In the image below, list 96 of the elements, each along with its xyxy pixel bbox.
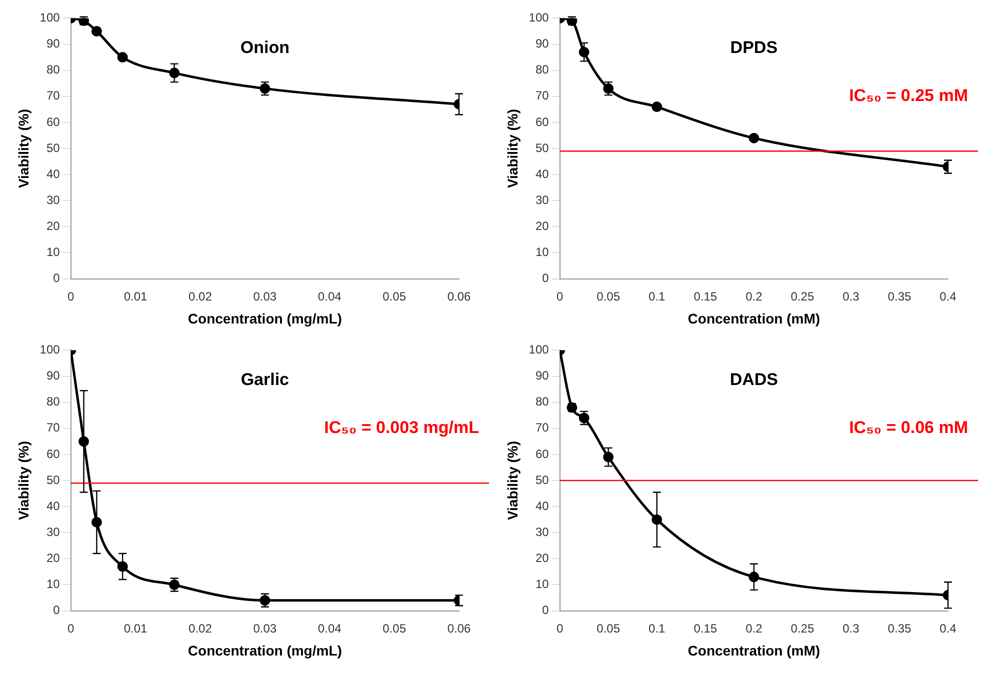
y-tick-label: 80: [535, 62, 550, 77]
x-axis-title: Concentration (mM): [688, 642, 820, 658]
y-tick-label: 30: [46, 192, 60, 207]
x-tick-label: 0.2: [746, 289, 763, 304]
x-tick-label: 0.05: [382, 621, 406, 636]
y-tick-label: 90: [46, 368, 60, 383]
x-tick-label: 0.15: [694, 621, 718, 636]
x-tick-label: 0: [556, 289, 564, 304]
x-axis-title: Concentration (mg/mL): [188, 642, 342, 658]
x-axis-title: Concentration (mg/mL): [188, 310, 342, 326]
y-tick-label: 100: [528, 342, 550, 357]
y-tick-label: 10: [46, 577, 60, 592]
annotation: IC₅₀ = 0.003 mg/mL: [324, 418, 479, 438]
y-tick-label: 90: [535, 368, 550, 383]
x-axis-title: Concentration (mM): [688, 310, 820, 326]
x-tick-label: 0.3: [842, 289, 860, 304]
x-tick-label: 0: [67, 289, 74, 304]
point: [578, 46, 590, 58]
x-tick-label: 0.4: [940, 621, 957, 636]
x-tick-label: 0.06: [447, 289, 471, 304]
y-tick-label: 100: [528, 10, 550, 25]
y-tick-label: 50: [46, 140, 60, 155]
y-tick-label: 20: [46, 218, 60, 233]
x-tick-label: 0.04: [318, 289, 342, 304]
y-tick-label: 20: [535, 218, 550, 233]
x-tick-label: 0.3: [842, 621, 860, 636]
y-tick-label: 90: [535, 36, 550, 51]
y-tick-label: 0: [542, 271, 550, 286]
text: Onion: [240, 38, 290, 57]
point: [748, 572, 760, 582]
x-tick-label: 0.02: [188, 621, 212, 636]
point: [91, 26, 102, 36]
y-axis-title: Viability (%): [504, 440, 520, 520]
annotation: IC₅₀ = 0.06 mM: [849, 418, 968, 438]
y-tick-label: 100: [40, 342, 60, 357]
y-tick-label: 40: [46, 498, 60, 513]
y-tick-label: 10: [535, 245, 550, 260]
y-tick-label: 60: [535, 114, 550, 129]
y-tick-label: 40: [535, 498, 550, 513]
y-tick-label: 40: [46, 166, 60, 181]
y-tick-label: 60: [46, 114, 60, 129]
x-tick-label: 0.1: [648, 621, 666, 636]
y-tick-label: 20: [535, 550, 550, 565]
x-tick-label: 0.03: [253, 289, 277, 304]
y-tick-label: 70: [535, 420, 550, 435]
text: DPDS: [730, 38, 778, 57]
y-axis-title: Viability (%): [15, 108, 32, 188]
x-tick-label: 0.03: [253, 621, 277, 636]
y-tick-label: 50: [535, 472, 550, 487]
y-tick-label: 30: [535, 192, 550, 207]
y-axis-title: Viability (%): [504, 108, 520, 188]
x-tick-label: 0.05: [596, 289, 620, 304]
y-tick-label: 30: [535, 524, 550, 539]
text: DADS: [730, 370, 778, 389]
y-tick-label: 70: [535, 88, 550, 103]
y-tick-label: 60: [535, 446, 550, 461]
x-tick-label: 0.01: [124, 621, 148, 636]
y-tick-label: 100: [40, 10, 60, 25]
x-tick-label: 0.05: [382, 289, 406, 304]
text: Garlic: [240, 370, 290, 389]
x-tick-label: 0.01: [124, 289, 148, 304]
x-tick-label: 0.1: [648, 289, 666, 304]
y-tick-label: 50: [46, 472, 60, 487]
y-tick-label: 80: [535, 394, 550, 409]
y-tick-label: 0: [53, 603, 60, 618]
point: [117, 561, 128, 572]
y-tick-label: 20: [46, 550, 60, 565]
y-tick-label: 0: [542, 603, 550, 618]
y-tick-label: 90: [46, 36, 60, 51]
y-axis-title: Viability (%): [15, 440, 32, 520]
y-tick-label: 70: [46, 420, 60, 435]
annotation: IC₅₀ = 0.25 mM: [849, 86, 968, 106]
y-tick-label: 50: [535, 140, 550, 155]
y-tick-label: 10: [46, 245, 60, 260]
y-tick-label: 60: [46, 446, 60, 461]
y-tick-label: 40: [535, 166, 550, 181]
x-tick-label: 0.4: [940, 289, 957, 304]
x-tick-label: 0: [556, 621, 564, 636]
y-tick-label: 0: [53, 271, 60, 286]
x-tick-label: 0.06: [447, 621, 471, 636]
x-tick-label: 0.35: [888, 621, 912, 636]
y-tick-label: 10: [535, 577, 550, 592]
x-tick-label: 0.35: [888, 289, 912, 304]
y-tick-label: 80: [46, 62, 60, 77]
x-tick-label: 0.25: [790, 289, 814, 304]
x-tick-label: 0.25: [790, 621, 814, 636]
y-tick-label: 30: [46, 524, 60, 539]
y-tick-label: 80: [46, 394, 60, 409]
point: [652, 514, 662, 525]
x-tick-label: 0.05: [596, 621, 620, 636]
x-tick-label: 0.04: [318, 621, 342, 636]
x-tick-label: 0.2: [746, 621, 763, 636]
x-tick-label: 0.02: [188, 289, 212, 304]
y-tick-label: 70: [46, 88, 60, 103]
x-tick-label: 0: [67, 621, 74, 636]
x-tick-label: 0.15: [694, 289, 718, 304]
